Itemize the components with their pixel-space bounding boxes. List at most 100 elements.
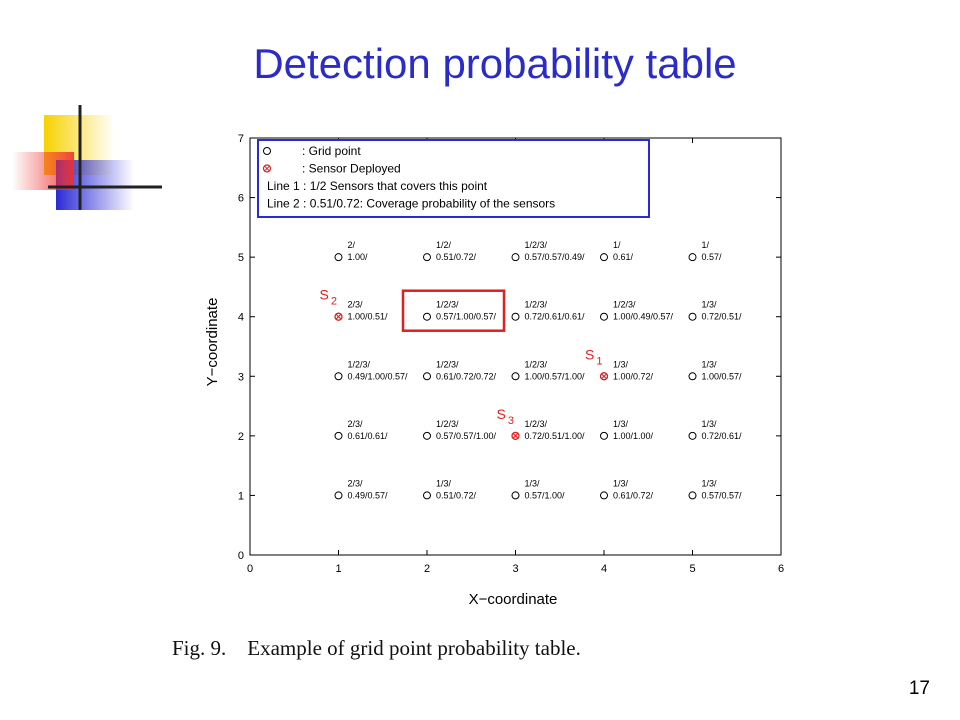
grid-point: 1/2/3/0.57/0.57/1.00/ (423, 419, 497, 441)
point-line1-label: 1/3/ (436, 478, 452, 488)
grid-point-marker (600, 491, 608, 500)
point-line2-label: 1.00/ (348, 252, 369, 262)
grid-point: 1/2/3/0.49/1.00/0.57/ (334, 359, 409, 381)
x-tick-label: 2 (424, 563, 430, 575)
point-line2-label: 0.51/0.72/ (436, 490, 477, 500)
grid-point-marker (334, 431, 343, 440)
point-line1-label: 1/2/ (436, 240, 452, 250)
point-line1-label: 1/ (702, 240, 710, 250)
grid-point: 1/3/0.72/0.51/ (688, 300, 743, 322)
grid-point-marker (423, 491, 431, 500)
point-line1-label: 1/2/3/ (436, 359, 459, 369)
point-line2-label: 1.00/0.49/0.57/ (613, 312, 674, 322)
grid-point-marker (423, 312, 431, 321)
grid-point-marker (688, 431, 697, 440)
point-line2-label: 0.57/0.57/1.00/ (436, 431, 497, 441)
grid-point-marker (511, 312, 520, 321)
chart-gridpoints: 2/1.00/1/2/0.51/0.72/1/2/3/0.57/0.57/0.4… (320, 240, 743, 500)
point-line2-label: 0.61/0.72/ (613, 490, 654, 500)
grid-point-marker (511, 491, 520, 500)
point-line1-label: 2/3/ (348, 300, 364, 310)
grid-point-marker (600, 431, 608, 440)
legend-entry-text: : Sensor Deployed (302, 162, 401, 176)
point-line1-label: 1/2/3/ (613, 300, 636, 310)
x-tick-label: 6 (778, 563, 784, 575)
highlight-box (401, 289, 506, 332)
point-line2-label: 0.61/0.72/0.72/ (436, 371, 497, 381)
point-line2-label: 1.00/0.51/ (348, 312, 389, 322)
sensor-name: S (585, 346, 594, 362)
grid-point: 1/0.57/ (688, 240, 723, 262)
point-line1-label: 1/3/ (525, 478, 541, 488)
y-axis-label: Y−coordinate (204, 298, 221, 387)
point-line1-label: 1/ (613, 240, 621, 250)
grid-point: 2/1.00/ (334, 240, 369, 262)
point-line1-label: 1/2/3/ (525, 359, 548, 369)
chart-axes: 0 1 2 3 4 5 6 0 1 2 3 4 5 6 7 (238, 133, 784, 575)
chart-legend: : Grid point : Sensor Deployed Line 1 : 1/… (257, 139, 650, 218)
sensor-cross (335, 314, 342, 320)
y-tick-label: 1 (238, 490, 244, 502)
y-tick-label: 3 (238, 371, 244, 383)
grid-point: 1/0.61/ (600, 240, 634, 262)
point-line2-label: 0.72/0.51/1.00/ (525, 431, 586, 441)
sensor-subscript: 3 (508, 415, 514, 427)
sensor-ring (511, 431, 520, 440)
figure-caption: Fig. 9. Example of grid point probabilit… (172, 636, 581, 660)
point-line1-label: 1/3/ (702, 300, 718, 310)
grid-point-marker (423, 372, 431, 381)
x-tick-label: 0 (247, 563, 253, 575)
point-line1-label: 1/2/3/ (525, 300, 548, 310)
grid-point: 2/3/0.61/0.61/ (334, 419, 389, 441)
grid-point-marker (688, 312, 697, 321)
grid-point: 1/3/1.00/0.57/ (688, 359, 742, 381)
point-line2-label: 0.72/0.51/ (702, 312, 743, 322)
grid-point-marker (511, 372, 520, 381)
point-line1-label: 1/2/3/ (348, 359, 371, 369)
x-tick-label: 1 (335, 563, 341, 575)
point-line1-label: 1/2/3/ (525, 419, 548, 429)
point-line2-label: 0.61/0.61/ (348, 431, 389, 441)
point-line1-label: 1/2/3/ (436, 419, 459, 429)
grid-point: 1/3/0.51/0.72/ (423, 478, 477, 500)
point-line2-label: 1.00/0.57/1.00/ (525, 371, 586, 381)
y-tick-label: 5 (238, 252, 244, 264)
y-tick-label: 7 (238, 133, 244, 145)
grid-point-marker (334, 491, 343, 500)
grid-point-marker (688, 253, 697, 262)
point-line1-label: 2/3/ (348, 478, 364, 488)
point-line2-label: 1.00/0.72/ (613, 371, 654, 381)
grid-point: 2/3/1.00/0.51/ (334, 300, 389, 322)
point-line2-label: 0.49/0.57/ (348, 490, 389, 500)
grid-point-marker (600, 312, 608, 321)
sensor-subscript: 1 (596, 355, 602, 367)
grid-point: 1/2/0.51/0.72/ (423, 240, 477, 262)
sensor-name: S (320, 287, 329, 303)
decorative-corner-graphic (12, 105, 162, 210)
grid-point: 1/3/0.57/0.57/ (688, 478, 743, 500)
sensor-cross (512, 433, 519, 439)
point-line2-label: 0.57/0.57/ (702, 490, 743, 500)
sensor-name: S (497, 406, 506, 422)
grid-point: 1/3/0.72/0.61/ (688, 419, 743, 441)
legend-entry-text: Line 1 : 1/2 Sensors that covers this po… (267, 179, 488, 193)
point-line2-label: 0.61/ (613, 252, 634, 262)
point-line2-label: 0.57/ (702, 252, 723, 262)
grid-point: 1/2/3/1.00/0.49/0.57/ (600, 300, 674, 322)
point-line1-label: 1/3/ (613, 478, 629, 488)
point-line2-label: 0.72/0.61/ (702, 431, 743, 441)
point-line1-label: 2/ (348, 240, 356, 250)
point-line1-label: 1/3/ (613, 359, 629, 369)
point-line1-label: 1/3/ (702, 359, 718, 369)
grid-point: 1/3/0.57/1.00/ (511, 478, 565, 500)
point-line1-label: 1/2/3/ (525, 240, 548, 250)
point-line2-label: 0.49/1.00/0.57/ (348, 371, 409, 381)
deco-red-block (12, 152, 74, 190)
point-line2-label: 1.00/1.00/ (613, 431, 654, 441)
point-line1-label: 1/3/ (613, 419, 629, 429)
legend-entry-text: : Grid point (302, 144, 361, 158)
x-tick-label: 5 (689, 563, 695, 575)
